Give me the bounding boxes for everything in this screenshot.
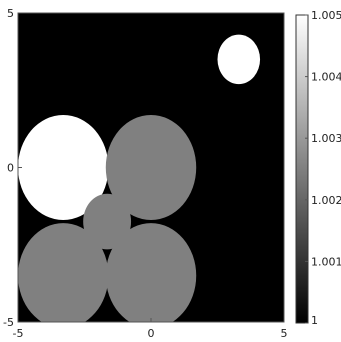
- heatmap-region-5: [83, 193, 132, 250]
- x-axis-ticks: -5 0 5: [13, 318, 288, 340]
- colorbar-tick-label: 1.004: [311, 71, 341, 84]
- heatmap-region-6: [217, 34, 261, 85]
- colorbar-tick-label: 1.001: [311, 255, 341, 268]
- colorbar-ticks: 1.005 1.004 1.003 1.002 1.001 1: [305, 9, 341, 327]
- colorbar-gradient: [295, 14, 309, 324]
- y-tick-label: -5: [3, 316, 14, 329]
- y-axis-ticks: 5 0 -5: [3, 7, 22, 329]
- x-tick-label: 0: [148, 327, 155, 340]
- heatmap-region-1: [18, 114, 109, 221]
- heatmap-region-3: [18, 223, 109, 322]
- x-tick-label: 5: [281, 327, 288, 340]
- colorbar-tick-label: 1: [311, 314, 318, 327]
- y-tick-label: 0: [7, 162, 14, 175]
- heatmap-region-2: [105, 114, 197, 221]
- y-tick-label: 5: [7, 7, 14, 20]
- colorbar: 1.005 1.004 1.003 1.002 1.001 1: [295, 9, 341, 327]
- x-tick-label: -5: [13, 327, 24, 340]
- heatmap-plot: [17, 12, 285, 323]
- heatmap-regions: [18, 34, 261, 322]
- heatmap-region-4: [105, 223, 197, 322]
- colorbar-tick-label: 1.003: [311, 132, 341, 145]
- colorbar-tick-label: 1.005: [311, 9, 341, 22]
- colorbar-tick-label: 1.002: [311, 194, 341, 207]
